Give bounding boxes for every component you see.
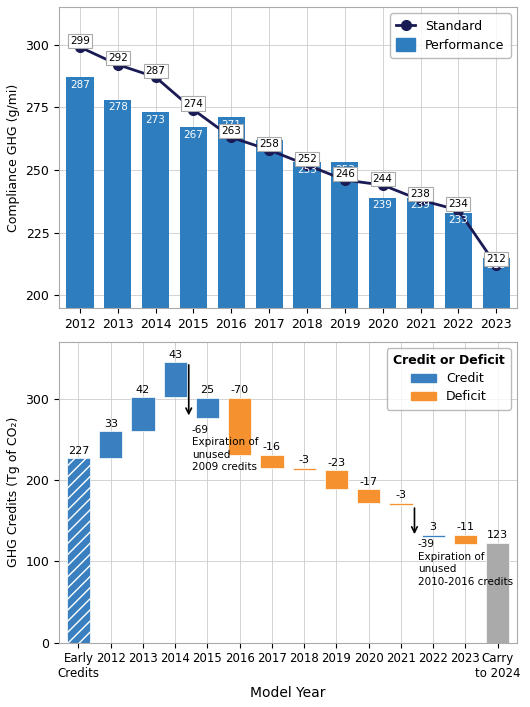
Text: 43: 43: [168, 350, 182, 360]
Bar: [104, 100, 131, 707]
Text: 42: 42: [136, 385, 150, 395]
Text: -17: -17: [360, 477, 378, 486]
Bar: [218, 117, 245, 707]
Text: 239: 239: [373, 200, 393, 210]
Bar: [228, 398, 251, 455]
Bar: [483, 258, 510, 707]
Bar: [325, 470, 348, 489]
Text: 3: 3: [430, 522, 437, 532]
Bar: [196, 398, 219, 419]
Text: 123: 123: [487, 530, 508, 540]
Text: 25: 25: [200, 385, 215, 395]
Text: 212: 212: [486, 254, 506, 264]
Bar: [180, 127, 207, 707]
Text: -3: -3: [395, 491, 407, 501]
Bar: [445, 213, 472, 707]
Bar: [294, 163, 321, 707]
Bar: [164, 362, 187, 397]
Bar: [142, 112, 169, 707]
Bar: [67, 458, 90, 643]
Text: 292: 292: [108, 54, 128, 64]
Text: 271: 271: [222, 119, 241, 130]
Bar: [369, 197, 396, 707]
Text: 215: 215: [486, 260, 506, 270]
Text: 258: 258: [259, 139, 279, 148]
Bar: [293, 468, 316, 470]
Text: -70: -70: [231, 385, 249, 395]
Text: -11: -11: [456, 522, 474, 532]
Text: 267: 267: [183, 130, 204, 140]
Bar: [99, 431, 122, 458]
Text: 227: 227: [68, 445, 89, 456]
Text: 246: 246: [335, 169, 355, 179]
Bar: [66, 77, 93, 707]
Text: 287: 287: [70, 80, 90, 90]
Text: -16: -16: [263, 443, 281, 452]
Bar: [390, 503, 412, 506]
Text: -69
Expiration of
unused
2009 credits: -69 Expiration of unused 2009 credits: [192, 425, 259, 472]
Text: 239: 239: [411, 200, 430, 210]
X-axis label: Model Year: Model Year: [250, 686, 326, 700]
Bar: [131, 397, 155, 431]
Text: 262: 262: [259, 142, 279, 153]
Text: 238: 238: [411, 189, 430, 199]
Y-axis label: Compliance GHG (g/mi): Compliance GHG (g/mi): [7, 83, 20, 232]
Y-axis label: GHG Credits (Tg of CO₂): GHG Credits (Tg of CO₂): [7, 417, 20, 568]
Bar: [407, 197, 434, 707]
Text: 253: 253: [297, 165, 317, 175]
Text: 233: 233: [448, 215, 469, 225]
Text: 263: 263: [222, 126, 241, 136]
Bar: [486, 543, 509, 643]
Text: 252: 252: [297, 153, 317, 164]
Text: 234: 234: [448, 199, 469, 209]
Bar: [255, 140, 283, 707]
Bar: [421, 534, 445, 537]
Bar: [260, 455, 284, 468]
Text: 33: 33: [104, 419, 118, 429]
Text: 244: 244: [373, 174, 393, 184]
Text: -3: -3: [299, 455, 310, 465]
Text: 299: 299: [70, 36, 90, 46]
Text: 253: 253: [335, 165, 355, 175]
Bar: [454, 534, 477, 544]
Text: -23: -23: [328, 458, 346, 468]
Legend: Standard, Performance: Standard, Performance: [390, 13, 511, 58]
Text: 278: 278: [108, 103, 128, 112]
Text: -39
Expiration of
unused
2010-2016 credits: -39 Expiration of unused 2010-2016 credi…: [418, 539, 513, 587]
Bar: [331, 163, 358, 707]
Text: 274: 274: [183, 98, 204, 109]
Text: 273: 273: [146, 115, 165, 125]
Text: 287: 287: [146, 66, 165, 76]
Legend: Credit, Deficit: Credit, Deficit: [386, 348, 511, 409]
Bar: [357, 489, 381, 503]
